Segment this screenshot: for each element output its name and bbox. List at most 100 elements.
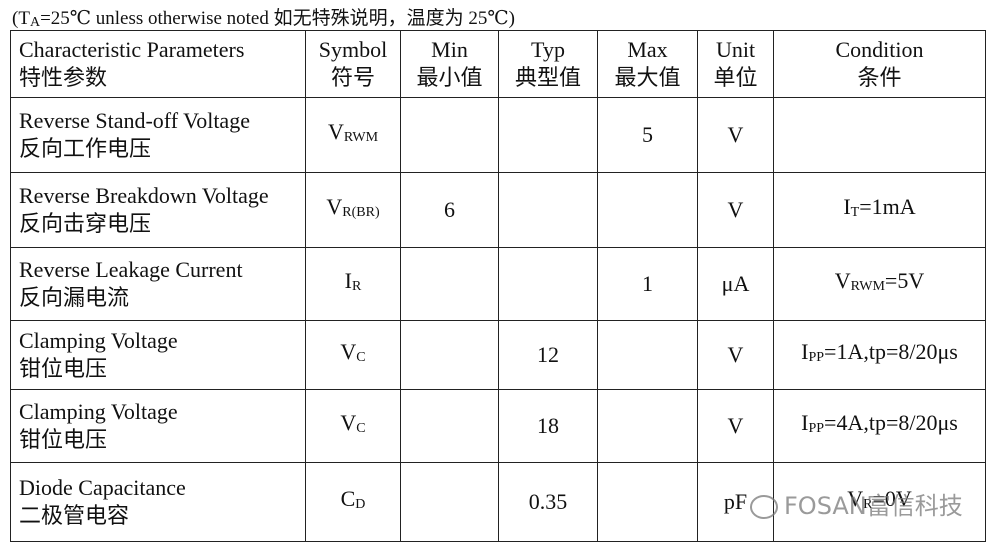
note-text: (T [12,8,30,29]
min-cell [400,97,499,173]
max-cell [597,172,698,248]
parameter-zh: 钳位电压 [19,427,108,452]
symbol: V [340,339,357,364]
note-subscript: A [29,15,41,30]
condition-cell: IT=1mA [773,172,986,248]
max: 5 [642,122,653,147]
header-en: Symbol [318,37,388,62]
parameter-en: Clamping Voltage [19,399,178,424]
spec-table: Characteristic Parameters 特性参数 Symbol 符号 Min… [10,30,986,542]
condition-cell: IPP=4A,tp=8/20μs [773,389,986,463]
condition: =1mA [859,194,916,219]
min: 6 [444,197,455,222]
parameter-zh: 反向漏电流 [19,285,130,310]
condition-cell: VRWM=5V [773,247,986,321]
unit-cell: V [697,97,774,173]
min-cell [400,389,499,463]
parameter-en: Diode Capacitance [19,475,186,500]
data-row: Reverse Leakage Current 反向漏电流 IR 1 μA VRWM=5V [10,247,986,321]
condition-subscript: T [850,205,860,220]
header-zh: 典型值 [514,65,581,90]
symbol: V [326,194,343,219]
note-text: =25℃ unless otherwise noted 如无特殊说明，温度为 2… [40,8,515,29]
typ: 0.35 [528,489,568,514]
typ: 12 [537,342,559,367]
typ-cell: 12 [498,320,598,390]
condition-subscript: PP [808,421,825,436]
typ-cell: 0.35 [498,462,598,542]
condition-cell [773,97,986,173]
header-cell: Characteristic Parameters 特性参数 [10,30,306,98]
parameter-cell: Reverse Leakage Current 反向漏电流 [10,247,306,321]
parameter-zh: 反向工作电压 [19,136,152,161]
watermark-logo [750,495,778,519]
condition-subscript: RWM [850,279,885,294]
unit-cell: V [697,172,774,248]
watermark-text: FOSAN富信科技 [784,492,963,520]
header-row: Characteristic Parameters 特性参数 Symbol 符号 Min… [10,30,986,98]
typ: 18 [537,413,559,438]
unit-cell: μA [697,247,774,321]
symbol-cell: VC [305,320,401,390]
watermark: FOSAN富信科技 [750,486,963,521]
unit: pF [723,489,748,514]
unit: V [727,413,744,438]
symbol-subscript: RWM [343,130,379,145]
parameter-en: Reverse Leakage Current [19,257,243,282]
unit: μA [721,271,750,296]
symbol-subscript: C [356,421,366,436]
symbol-subscript: C [356,350,366,365]
unit: V [727,122,744,147]
condition-cell: VR=0V [773,462,986,542]
typ-cell [498,172,598,248]
max-cell: 5 [597,97,698,173]
symbol-subscript: R(BR) [342,205,380,220]
header-zh: 最大值 [614,65,681,90]
unit: V [727,197,744,222]
header-cell: Typ 典型值 [498,30,598,98]
condition: I [843,194,851,219]
data-row: Clamping Voltage 钳位电压 VC 18 V IPP=4A,tp=8/20μ… [10,389,986,463]
header-zh: 特性参数 [19,65,108,90]
symbol-subscript: R [351,279,362,294]
max-cell [597,462,698,542]
header-en: Max [627,37,668,62]
max-cell [597,320,698,390]
symbol-cell: IR [305,247,401,321]
condition: I [801,410,809,435]
condition: V [847,486,864,511]
parameter-en: Reverse Breakdown Voltage [19,183,269,208]
header-zh: 符号 [330,65,375,90]
typ-cell: 18 [498,389,598,463]
symbol-cell: VR(BR) [305,172,401,248]
symbol: V [340,410,357,435]
symbol: C [340,486,356,511]
header-cell: Condition 条件 [773,30,986,98]
header-en: Characteristic Parameters [19,37,245,62]
condition: =5V [884,268,925,293]
condition: =0V [872,486,912,511]
max-cell: 1 [597,247,698,321]
unit-cell: V [697,320,774,390]
typ-cell [498,247,598,321]
parameter-cell: Clamping Voltage 钳位电压 [10,320,306,390]
symbol: I [344,268,352,293]
unit-cell: V [697,389,774,463]
max-cell [597,389,698,463]
symbol-cell: VRWM [305,97,401,173]
condition: V [834,268,851,293]
typ-cell [498,97,598,173]
condition: =1A,tp=8/20μs [824,339,958,364]
parameter-cell: Reverse Breakdown Voltage 反向击穿电压 [10,172,306,248]
parameter-en: Reverse Stand-off Voltage [19,108,250,133]
data-row: Diode Capacitance 二极管电容 CD 0.35 pF VR=0V [10,462,986,542]
condition: =4A,tp=8/20μs [824,410,958,435]
parameter-en: Clamping Voltage [19,328,178,353]
min-cell: 6 [400,172,499,248]
data-row: Clamping Voltage 钳位电压 VC 12 V IPP=1A,tp=8/20μ… [10,320,986,390]
header-cell: Symbol 符号 [305,30,401,98]
header-en: Min [431,37,468,62]
header-zh: 最小值 [416,65,483,90]
conditions-note: (TA=25℃ unless otherwise noted 如无特殊说明，温度… [12,3,515,31]
